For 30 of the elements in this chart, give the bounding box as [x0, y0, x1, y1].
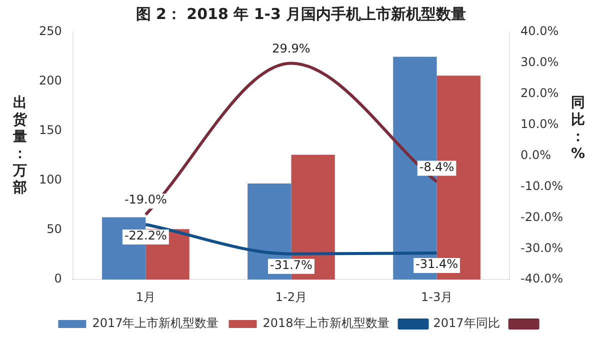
y2-tick-label: 30.0% [520, 55, 559, 70]
data-label: -8.4% [419, 160, 454, 174]
y-tick-label: 50 [46, 222, 62, 236]
legend-label: 2018年上市新机型数量 [262, 316, 390, 330]
data-label: -31.7% [270, 258, 312, 272]
data-label: -22.2% [124, 228, 167, 243]
y-tick-label: 100 [39, 172, 62, 187]
y2-tick-label: -40.0% [520, 272, 563, 286]
x-tick-label: 1-3月 [420, 290, 453, 304]
y-tick-label: 150 [39, 123, 62, 138]
y2-tick-label: -10.0% [520, 178, 563, 193]
y2-tick-label: 10.0% [520, 116, 559, 131]
legend-label: 2017年同比 [433, 316, 500, 330]
y-tick-label: 0 [54, 272, 62, 286]
y2-axis-title: 同比：% [570, 95, 586, 163]
y-tick-label: 250 [39, 24, 62, 38]
y2-tick-label: -20.0% [520, 210, 563, 224]
y2-tick-label: 20.0% [520, 86, 559, 100]
data-label: -31.4% [416, 257, 458, 272]
x-tick-label: 1-2月 [275, 290, 308, 304]
y-axis-title: 出货量：万部 [12, 95, 28, 197]
y2-tick-label: 40.0% [520, 24, 559, 38]
y2-tick-label: 0.0% [520, 148, 552, 162]
data-label: -19.0% [124, 192, 167, 207]
y2-tick-label: -30.0% [520, 240, 563, 255]
chart-title: 图 2： 2018 年 1-3 月国内手机上市新机型数量 [136, 4, 466, 23]
y-tick-label: 200 [39, 74, 62, 88]
legend-label: 2017年上市新机型数量 [92, 316, 219, 330]
x-tick-label: 1月 [136, 290, 156, 304]
data-label: 29.9% [272, 41, 310, 56]
